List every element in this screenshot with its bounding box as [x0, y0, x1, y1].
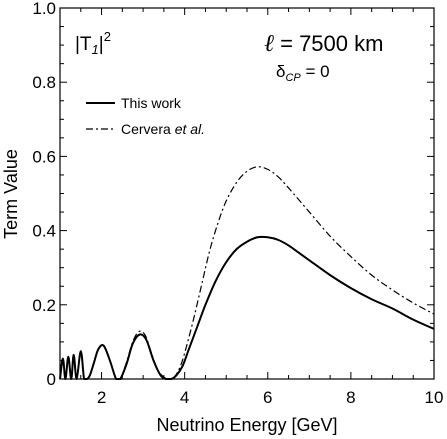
y-tick-label: 0.4: [32, 222, 56, 241]
y-ticks: 0 0.2 0.4 0.6 0.8 1.0: [32, 0, 434, 389]
y-tick-label: 0.2: [32, 296, 56, 315]
baseline-annotation: ℓ = 7500 km: [264, 29, 383, 57]
term-annotation: |T1|2: [75, 29, 111, 57]
legend-label-cervera: Cervera et al.: [121, 121, 205, 137]
x-tick-label: 8: [346, 388, 355, 407]
y-tick-label: 0: [47, 370, 56, 389]
series-layer: [59, 166, 435, 381]
x-tick-label: 4: [180, 388, 189, 407]
plot-frame: [59, 7, 435, 380]
x-ticks: 2 4 6 8 10: [80, 8, 444, 407]
x-tick-label: 6: [263, 388, 272, 407]
series-line-this-work: [59, 235, 435, 381]
legend: This work Cervera et al.: [86, 95, 205, 137]
y-tick-label: 0.6: [32, 147, 56, 166]
legend-label-this-work: This work: [121, 95, 182, 111]
y-axis-title: Term Value: [1, 149, 21, 239]
series-line-cervera: [59, 166, 435, 380]
x-tick-label: 10: [425, 388, 444, 407]
phase-annotation: δCP = 0: [276, 62, 330, 84]
x-tick-label: 2: [97, 388, 106, 407]
x-axis-title: Neutrino Energy [GeV]: [156, 415, 337, 435]
y-tick-label: 0.8: [32, 73, 56, 92]
y-tick-label: 1.0: [32, 0, 56, 18]
